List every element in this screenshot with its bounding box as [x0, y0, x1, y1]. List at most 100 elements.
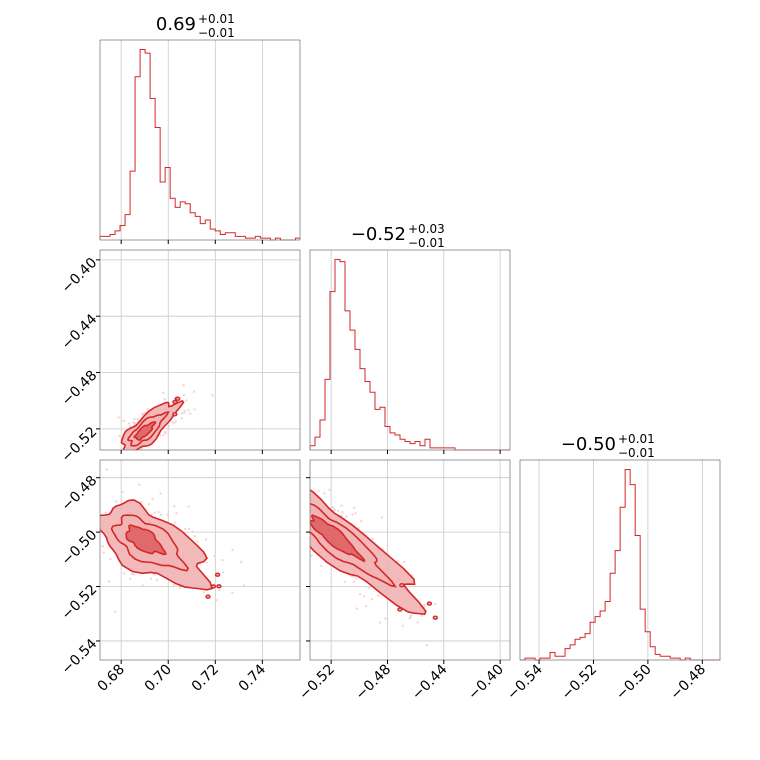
- scatter-point: [205, 561, 208, 564]
- title-median-p0: 0.69: [156, 14, 196, 35]
- contour-island: [397, 607, 403, 612]
- scatter-point: [354, 512, 357, 515]
- scatter-point: [179, 586, 182, 590]
- scatter-point: [218, 588, 221, 592]
- scatter-point: [294, 522, 296, 524]
- scatter-point: [320, 564, 323, 568]
- scatter-point: [345, 515, 348, 518]
- scatter-point: [331, 505, 335, 509]
- scatter-point: [304, 514, 306, 516]
- scatter-point: [122, 572, 126, 575]
- scatter-point: [215, 599, 218, 602]
- scatter-point: [157, 510, 160, 514]
- scatter-point: [172, 583, 175, 587]
- scatter-point: [180, 417, 184, 420]
- scatter-point: [425, 643, 429, 647]
- axes-frame: [99, 249, 301, 451]
- scatter-point: [353, 506, 356, 509]
- contour-level: [310, 514, 366, 563]
- scatter-point: [163, 398, 167, 401]
- scatter-point: [239, 560, 243, 564]
- title-minus-p2: −0.01: [618, 446, 655, 460]
- scatter-point: [140, 413, 144, 416]
- scatter-point: [292, 484, 294, 486]
- scatter-point: [221, 558, 224, 562]
- y-tick-label: −0.52: [59, 424, 101, 466]
- histogram-line-p0: [99, 49, 301, 241]
- scatter-point: [136, 417, 139, 421]
- scatter-point: [352, 580, 356, 583]
- scatter-point: [146, 407, 149, 411]
- scatter-point: [351, 513, 354, 516]
- scatter-point: [187, 527, 191, 531]
- scatter-point: [368, 586, 371, 590]
- x-tick-label: −0.50: [613, 662, 655, 704]
- y-tick-label: −0.48: [59, 473, 101, 515]
- x-tick-label: −0.44: [409, 661, 451, 703]
- scatter-point: [173, 505, 176, 508]
- scatter-point: [371, 537, 375, 541]
- scatter-point: [288, 505, 290, 507]
- scatter-point: [380, 516, 384, 519]
- scatter-point: [304, 523, 306, 525]
- scatter-point: [328, 488, 331, 491]
- title-median-p2: −0.50: [561, 434, 616, 455]
- scatter-point: [402, 560, 406, 564]
- scatter-point: [118, 451, 120, 453]
- contour-panel-p0-p1: −0.52 −0.48 −0.44 −0.40: [59, 249, 301, 466]
- scatter-point: [289, 485, 291, 487]
- scatter-point: [187, 505, 190, 508]
- scatter-point: [128, 577, 132, 581]
- scatter-point: [364, 604, 368, 608]
- scatter-point: [350, 575, 354, 578]
- scatter-point: [204, 538, 208, 541]
- scatter-point: [302, 506, 304, 508]
- scatter-point: [166, 513, 170, 516]
- scatter-point: [343, 580, 346, 584]
- scatter-point: [242, 584, 246, 587]
- title-plus-p1: +0.03: [408, 222, 445, 236]
- y-tick-label: −0.54: [59, 636, 101, 678]
- scatter-point: [193, 408, 196, 411]
- axes-frame: [309, 249, 511, 451]
- scatter-point: [133, 418, 136, 421]
- y-tick-label: −0.50: [59, 527, 101, 569]
- scatter-point: [101, 544, 104, 548]
- x-tick-label: 0.68: [95, 662, 128, 695]
- scatter-point: [317, 490, 320, 493]
- axes-frame: [99, 39, 301, 241]
- scatter-point: [132, 421, 135, 424]
- scatter-point: [127, 422, 131, 425]
- scatter-point: [211, 394, 214, 397]
- scatter-point: [358, 592, 362, 596]
- x-tick-label: −0.48: [667, 662, 709, 704]
- scatter-point: [191, 530, 195, 533]
- scatter-point: [269, 517, 271, 519]
- scatter-point: [231, 591, 234, 594]
- contour-island: [175, 396, 181, 401]
- contour-panel-p0-p2: −0.54 −0.52 −0.50 −0.48: [59, 459, 301, 678]
- scatter-point: [167, 424, 171, 428]
- scatter-point: [192, 390, 196, 393]
- scatter-point: [295, 510, 297, 512]
- scatter-point: [341, 511, 344, 514]
- scatter-point: [420, 614, 423, 617]
- x-tick-label: −0.48: [353, 662, 395, 704]
- scatter-point: [118, 434, 121, 437]
- scatter-point: [102, 551, 105, 554]
- scatter-point: [294, 505, 296, 507]
- scatter-point: [134, 456, 136, 458]
- scatter-point: [213, 554, 216, 558]
- scatter-point: [117, 416, 120, 419]
- scatter-point: [221, 571, 225, 574]
- x-tick-label: 0.72: [189, 662, 222, 695]
- histogram-panel-p2: −0.50 +0.01−0.01: [519, 432, 721, 664]
- scatter-point: [184, 527, 187, 531]
- scatter-point: [355, 577, 358, 580]
- scatter-point: [189, 412, 192, 415]
- scatter-point: [294, 504, 296, 506]
- scatter-point: [423, 603, 426, 607]
- x-tick-label: 0.70: [142, 662, 175, 695]
- contour-island: [210, 584, 217, 589]
- scatter-point: [182, 411, 186, 415]
